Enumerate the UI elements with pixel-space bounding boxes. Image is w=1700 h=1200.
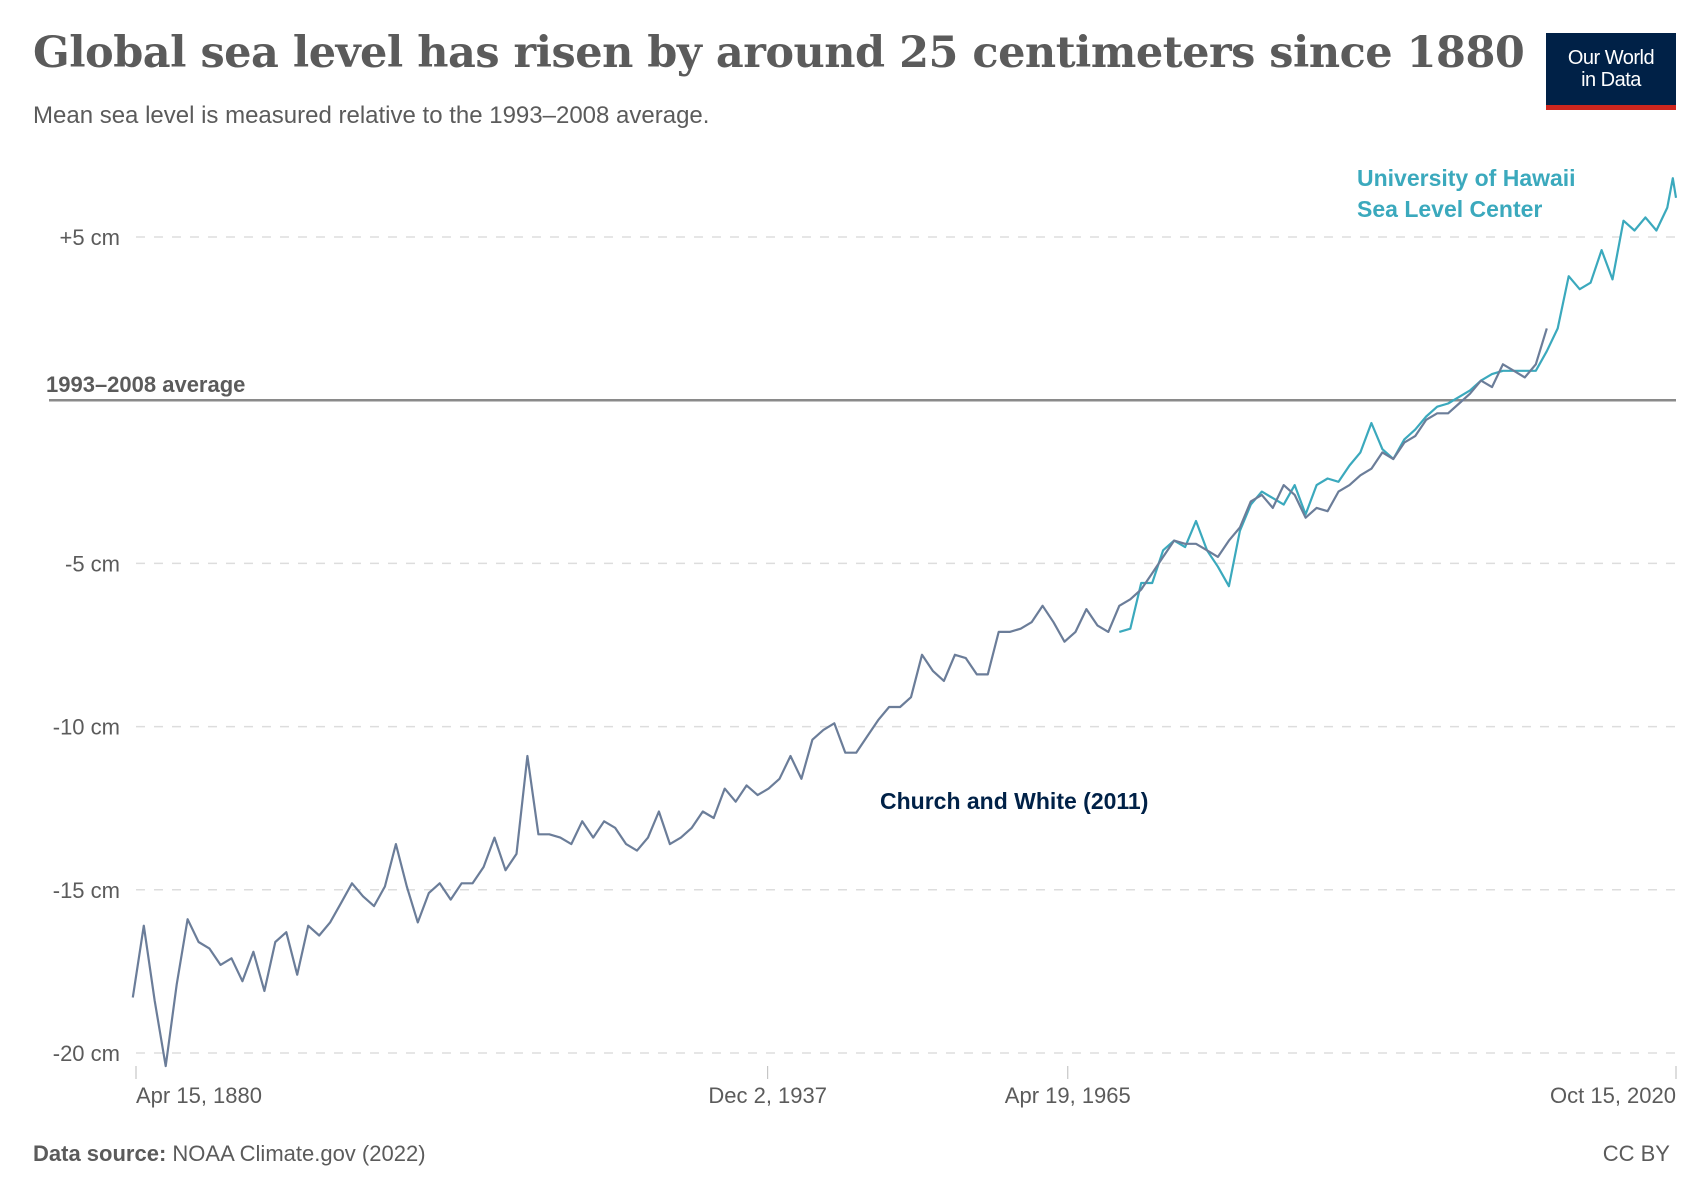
data-source-text[interactable]: NOAA Climate.gov (2022) bbox=[172, 1141, 426, 1166]
data-source: Data source: NOAA Climate.gov (2022) bbox=[33, 1141, 426, 1167]
series-label-hawaii-line2: Sea Level Center bbox=[1357, 196, 1542, 222]
series-label-hawaii-line1: University of Hawaii bbox=[1357, 165, 1576, 191]
x-tick-label: Dec 2, 1937 bbox=[708, 1083, 827, 1108]
y-tick-label: +5 cm bbox=[59, 225, 120, 250]
y-tick-label: -10 cm bbox=[53, 715, 120, 740]
reference-line-label: 1993–2008 average bbox=[46, 372, 245, 397]
owid-logo[interactable]: Our World in Data bbox=[1546, 33, 1676, 110]
series-line-hawaii bbox=[1118, 177, 1678, 633]
chart-subtitle: Mean sea level is measured relative to t… bbox=[33, 102, 710, 129]
x-tick-label: Apr 15, 1880 bbox=[136, 1083, 262, 1108]
logo-line-1: Our World bbox=[1567, 47, 1655, 69]
y-tick-label: -15 cm bbox=[53, 878, 120, 903]
series-line-church-white bbox=[131, 328, 1548, 1068]
y-tick-label: -5 cm bbox=[65, 551, 120, 576]
data-source-label: Data source: bbox=[33, 1141, 167, 1166]
x-tick-label: Oct 15, 2020 bbox=[1550, 1083, 1676, 1108]
series-label-church-white: Church and White (2011) bbox=[880, 788, 1148, 814]
chart-title: Global sea level has risen by around 25 … bbox=[33, 28, 1525, 78]
logo-line-2: in Data bbox=[1581, 69, 1641, 91]
y-tick-label: -20 cm bbox=[53, 1041, 120, 1066]
x-tick-label: Apr 19, 1965 bbox=[1005, 1083, 1131, 1108]
license[interactable]: CC BY bbox=[1602, 1141, 1670, 1166]
